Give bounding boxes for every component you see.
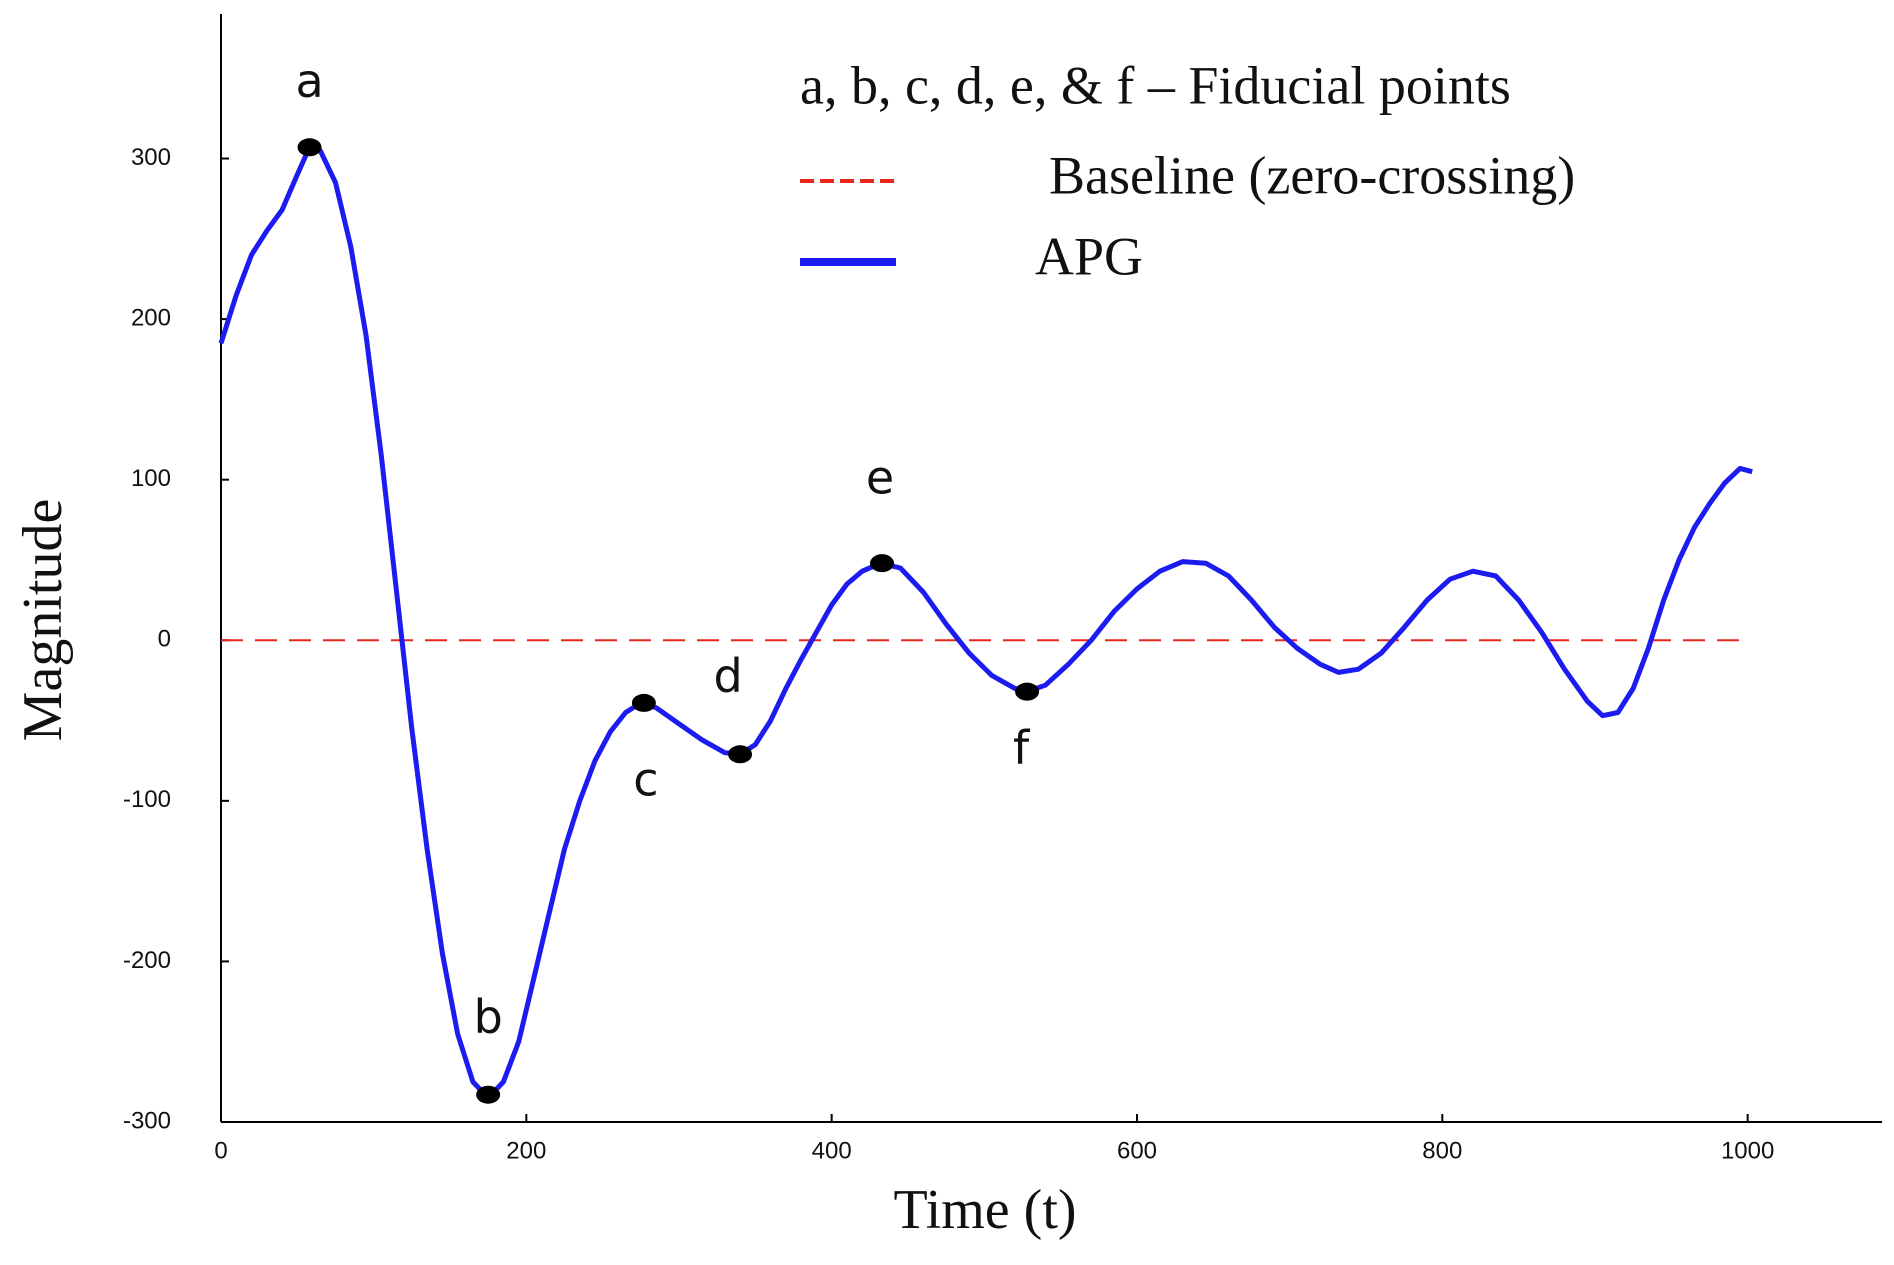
y-tick-label: 0 [158,626,171,653]
legend-note: a, b, c, d, e, & f – Fiducial points [800,55,1511,115]
series-line [218,144,1753,1101]
y-tick-label: -200 [123,947,171,974]
fiducial-point [1015,682,1040,701]
y-tick-label: -300 [123,1107,171,1134]
fiducial-point [631,693,656,712]
fiducial-label: b [474,990,503,1044]
fiducial-point [476,1085,501,1104]
x-tick-label: 1000 [1721,1137,1774,1164]
fiducial-point [297,138,322,157]
fiducial-label: e [866,451,894,505]
fiducial-point [870,554,895,573]
fiducial-label: c [633,752,658,806]
fiducial-label: a [295,54,323,108]
x-tick-label: 0 [214,1137,227,1164]
y-tick-label: 200 [131,304,171,331]
y-tick-label: 300 [131,144,171,171]
legend-label: Baseline (zero-crossing) [1049,145,1575,205]
legend-label: APG [1035,226,1143,286]
x-axis-label: Time (t) [893,1179,1076,1241]
x-tick-label: 200 [506,1137,546,1164]
fiducial-label: d [713,649,742,703]
x-tick-label: 800 [1422,1137,1462,1164]
y-tick-label: -100 [123,786,171,813]
y-axis-label: Magnitude [12,499,74,742]
fiducial-label: f [1013,721,1031,775]
y-tick-label: 100 [131,465,171,492]
x-tick-label: 600 [1117,1137,1157,1164]
x-tick-label: 400 [812,1137,852,1164]
fiducial-point [728,745,753,764]
